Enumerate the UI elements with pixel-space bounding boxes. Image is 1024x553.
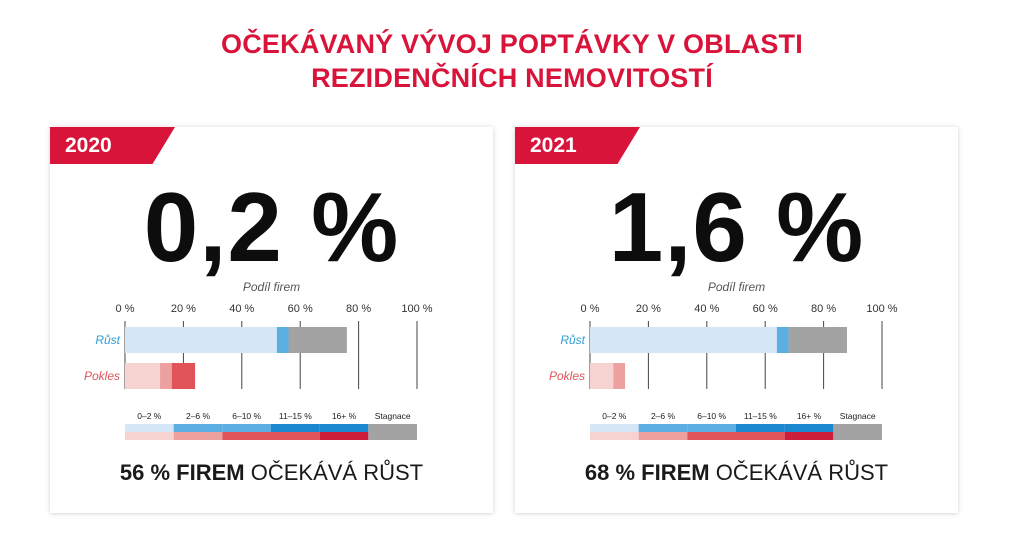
bar-chart-2020: 0 % 20 % 40 % 60 % 80 % 100 % Růst Pokles 0–2 % 2… xyxy=(84,303,433,440)
legend-label: 0–2 % xyxy=(602,411,627,421)
legend-swatch xyxy=(687,432,736,440)
x-tick-label: 100 % xyxy=(401,303,432,315)
x-tick-label: 20 % xyxy=(171,303,196,315)
year-label: 2021 xyxy=(530,134,577,157)
year-tab xyxy=(50,127,175,164)
legend-swatch xyxy=(319,432,369,440)
legend-swatch xyxy=(271,424,320,432)
x-tick-label: 20 % xyxy=(636,303,661,315)
legend-swatch xyxy=(368,424,417,432)
x-tick-label: 60 % xyxy=(753,303,778,315)
page-title-line-2: REZIDENČNÍCH NEMOVITOSTÍ xyxy=(311,63,713,93)
legend-swatch xyxy=(736,424,785,432)
legend-swatch xyxy=(125,432,174,440)
legend-swatch xyxy=(638,432,688,440)
category-label: Pokles xyxy=(549,369,585,383)
legend-swatch xyxy=(833,424,882,432)
legend-swatch xyxy=(173,432,223,440)
legend-swatch xyxy=(222,432,271,440)
x-tick-label: 40 % xyxy=(229,303,254,315)
legend-label: 6–10 % xyxy=(232,411,261,421)
legend-swatch xyxy=(173,424,223,432)
x-tick-label: 100 % xyxy=(866,303,897,315)
growth-summary-text: OČEKÁVÁ RŮST xyxy=(250,460,424,485)
bar-segment xyxy=(788,327,847,353)
year-label: 2020 xyxy=(65,134,112,157)
legend-swatch xyxy=(222,424,271,432)
legend-label: Stagnace xyxy=(375,411,411,421)
bar-segment xyxy=(276,327,289,353)
legend-swatch xyxy=(319,424,369,432)
chart-card-2020: 2020 0,2 % Podíl firem 0 % 20 % 40 % 60 % 80… xyxy=(50,127,493,513)
growth-summary-value: 68 % FIREM xyxy=(584,460,710,485)
chart-subtitle: Podíl firem xyxy=(707,280,766,294)
legend-label: 2–6 % xyxy=(186,411,211,421)
headline-value: 0,2 % xyxy=(143,172,400,282)
page-title-line-1: OČEKÁVANÝ VÝVOJ POPTÁVKY V OBLASTI xyxy=(221,29,803,59)
chart-subtitle: Podíl firem xyxy=(242,280,301,294)
legend-label: 0–2 % xyxy=(137,411,162,421)
x-tick-label: 80 % xyxy=(346,303,371,315)
legend-swatch xyxy=(784,424,834,432)
bar-segment xyxy=(590,363,614,389)
growth-summary: 56 % FIREM OČEKÁVÁ RŮST xyxy=(50,459,493,487)
bar-segment xyxy=(125,363,161,389)
growth-summary-text: OČEKÁVÁ RŮST xyxy=(715,460,889,485)
legend-swatch xyxy=(368,432,417,440)
legend-swatch xyxy=(271,432,320,440)
legend-swatch xyxy=(736,432,785,440)
category-label: Růst xyxy=(95,333,120,347)
legend-swatch xyxy=(125,424,174,432)
x-tick-label: 80 % xyxy=(811,303,836,315)
bar-segment xyxy=(288,327,347,353)
bar-segment xyxy=(171,363,196,389)
legend-label: 11–15 % xyxy=(744,411,777,421)
bar-segment xyxy=(613,363,626,389)
legend-label: Stagnace xyxy=(840,411,876,421)
bar-chart-2021: 0 % 20 % 40 % 60 % 80 % 100 % Růst Pokles 0–2 % 2… xyxy=(549,303,898,440)
bar-segment xyxy=(160,363,172,389)
legend-label: 16+ % xyxy=(332,411,357,421)
legend-swatch xyxy=(687,424,736,432)
growth-summary: 68 % FIREM OČEKÁVÁ RŮST xyxy=(515,459,958,487)
category-label: Pokles xyxy=(84,369,120,383)
headline-value: 1,6 % xyxy=(608,172,865,282)
x-tick-label: 40 % xyxy=(694,303,719,315)
bar-segment xyxy=(776,327,789,353)
legend-swatch xyxy=(590,424,639,432)
bar-segment xyxy=(590,327,777,353)
bar-segment xyxy=(125,327,277,353)
legend-swatch xyxy=(784,432,834,440)
legend-label: 6–10 % xyxy=(697,411,726,421)
legend-swatch xyxy=(638,424,688,432)
year-tab xyxy=(515,127,640,164)
x-tick-label: 60 % xyxy=(288,303,313,315)
x-tick-label: 0 % xyxy=(581,303,600,315)
x-tick-label: 0 % xyxy=(116,303,135,315)
growth-summary-value: 56 % FIREM xyxy=(119,460,245,485)
chart-card-2021: 2021 1,6 % Podíl firem 0 % 20 % 40 % 60 % 80… xyxy=(515,127,958,513)
legend-label: 2–6 % xyxy=(651,411,676,421)
legend-swatch xyxy=(590,432,639,440)
legend-swatch xyxy=(833,432,882,440)
legend-label: 11–15 % xyxy=(279,411,312,421)
category-label: Růst xyxy=(560,333,585,347)
legend-label: 16+ % xyxy=(797,411,822,421)
